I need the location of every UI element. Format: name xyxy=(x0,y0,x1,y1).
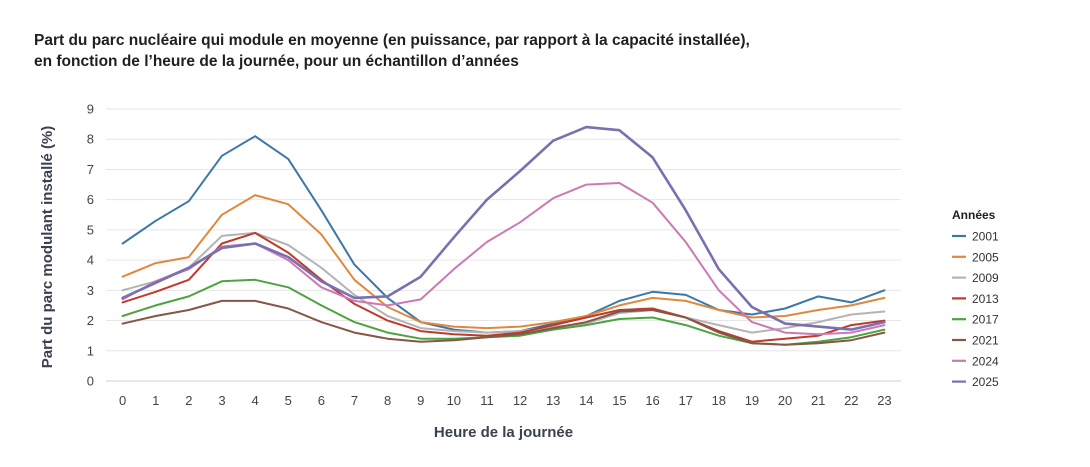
legend-label-2001: 2001 xyxy=(972,230,999,244)
x-tick-label: 3 xyxy=(218,393,225,408)
x-tick-label: 12 xyxy=(513,393,527,408)
x-tick-label: 17 xyxy=(678,393,692,408)
x-tick-label: 21 xyxy=(811,393,825,408)
series-line-2025 xyxy=(121,125,886,331)
y-gridlines xyxy=(106,108,901,352)
x-tick-label: 13 xyxy=(546,393,560,408)
chart-title-line-2: en fonction de l’heure de la journée, po… xyxy=(34,53,519,70)
y-tick-label: 6 xyxy=(87,192,94,207)
y-tick-label: 0 xyxy=(87,374,94,389)
legend-label-2013: 2013 xyxy=(972,292,999,306)
legend-label-2024: 2024 xyxy=(972,354,999,368)
x-tick-label: 15 xyxy=(612,393,626,408)
x-tick-label: 18 xyxy=(712,393,726,408)
legend-label-2021: 2021 xyxy=(972,334,999,348)
y-tick-label: 1 xyxy=(87,343,94,358)
x-tick-label: 8 xyxy=(384,393,391,408)
x-axis-ticks: 0 1 2 3 4 5 6 7 8 9 10 11 12 13 14 15 16 17 18 19 20 21 22 23 xyxy=(119,393,892,408)
y-tick-label: 7 xyxy=(87,162,94,177)
x-tick-label: 20 xyxy=(778,393,792,408)
y-tick-label: 8 xyxy=(87,132,94,147)
x-tick-label: 11 xyxy=(480,393,494,408)
x-tick-label: 2 xyxy=(185,393,192,408)
y-tick-label: 4 xyxy=(87,253,94,268)
x-tick-label: 9 xyxy=(417,393,424,408)
y-axis-title: Part du parc modulant installé (%) xyxy=(39,126,56,369)
x-tick-label: 22 xyxy=(844,393,858,408)
series-line-2021 xyxy=(121,299,886,346)
x-tick-label: 10 xyxy=(447,393,461,408)
series-line-2005 xyxy=(121,194,886,330)
y-axis-ticks: 0 1 2 3 4 5 6 7 8 9 xyxy=(87,102,94,389)
x-tick-label: 19 xyxy=(745,393,759,408)
x-axis-title: Heure de la journée xyxy=(434,424,573,441)
series-line-2013 xyxy=(121,231,886,343)
legend-label-2009: 2009 xyxy=(972,271,999,285)
x-tick-label: 0 xyxy=(119,393,126,408)
x-tick-label: 5 xyxy=(285,393,292,408)
y-tick-label: 9 xyxy=(87,102,94,117)
y-tick-label: 2 xyxy=(87,313,94,328)
chart-title-line-1: Part du parc nucléaire qui module en moy… xyxy=(34,32,750,49)
legend-label-2005: 2005 xyxy=(972,250,999,264)
y-tick-label: 5 xyxy=(87,222,94,237)
legend-label-2025: 2025 xyxy=(972,375,999,389)
series-line-2009 xyxy=(121,231,886,334)
y-tick-label: 3 xyxy=(87,283,94,298)
x-tick-label: 1 xyxy=(152,393,159,408)
x-tick-label: 16 xyxy=(645,393,659,408)
series-lines xyxy=(121,125,886,346)
x-tick-label: 7 xyxy=(351,393,358,408)
legend-label-2017: 2017 xyxy=(972,313,999,327)
x-tick-label: 6 xyxy=(318,393,325,408)
chart-title: Part du parc nucléaire qui module en moy… xyxy=(34,30,750,72)
x-tick-label: 23 xyxy=(877,393,891,408)
x-tick-label: 4 xyxy=(251,393,258,408)
legend: Années 2001 2005 2009 2013 2017 2021 2024 2025 xyxy=(952,208,999,389)
x-tick-label: 14 xyxy=(579,393,593,408)
legend-title: Années xyxy=(952,208,996,222)
